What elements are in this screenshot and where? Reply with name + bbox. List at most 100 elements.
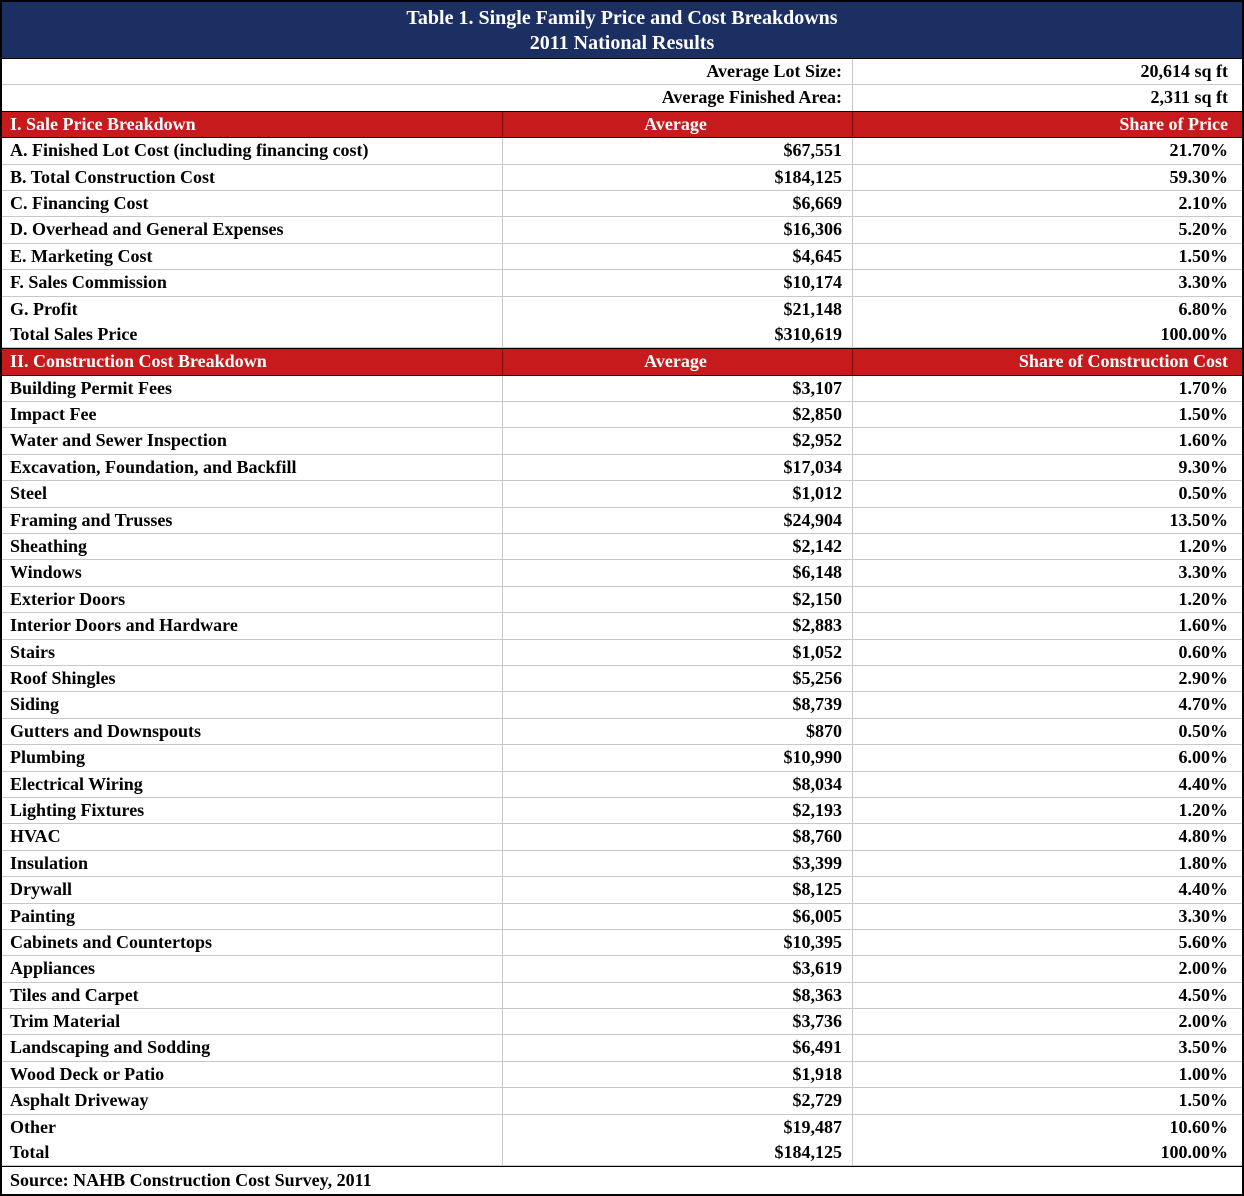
section1-row-4-share: 1.50% <box>852 244 1242 269</box>
section1-header: I. Sale Price Breakdown Average Share of… <box>2 111 1242 138</box>
section2-row-21-avg: $10,395 <box>502 930 852 955</box>
section2-heading: II. Construction Cost Breakdown <box>2 349 502 374</box>
section2-row-10: Stairs$1,0520.60% <box>2 640 1242 666</box>
section1-row-6-avg: $21,148 <box>502 297 852 322</box>
section2-row-9: Interior Doors and Hardware$2,8831.60% <box>2 613 1242 639</box>
section1-row-1-avg: $184,125 <box>502 165 852 190</box>
section1-row-0-label: A. Finished Lot Cost (including financin… <box>2 138 502 163</box>
section2-row-17-share: 4.80% <box>852 824 1242 849</box>
section2-row-7-avg: $6,148 <box>502 560 852 585</box>
section2-col-average: Average <box>502 349 852 374</box>
section2-row-12: Siding$8,7394.70% <box>2 692 1242 718</box>
section2-row-25-label: Landscaping and Sodding <box>2 1035 502 1060</box>
section2-total-row: Total $184,125 100.00% <box>2 1140 1242 1166</box>
section2-row-7-label: Windows <box>2 560 502 585</box>
section1-row-4-label: E. Marketing Cost <box>2 244 502 269</box>
info-label: Average Finished Area: <box>502 85 852 110</box>
section2-row-9-avg: $2,883 <box>502 613 852 638</box>
section1-rows: A. Finished Lot Cost (including financin… <box>2 138 1242 322</box>
section1-total-row: Total Sales Price $310,619 100.00% <box>2 322 1242 348</box>
section2-row-27-label: Asphalt Driveway <box>2 1088 502 1113</box>
section2-row-23-label: Tiles and Carpet <box>2 983 502 1008</box>
section2-row-18: Insulation$3,3991.80% <box>2 851 1242 877</box>
section2-row-11: Roof Shingles$5,2562.90% <box>2 666 1242 692</box>
section2-row-20-label: Painting <box>2 904 502 929</box>
section1-row-5-label: F. Sales Commission <box>2 270 502 295</box>
source-note: Source: NAHB Construction Cost Survey, 2… <box>2 1166 1242 1194</box>
section2-row-25: Landscaping and Sodding$6,4913.50% <box>2 1035 1242 1061</box>
section2-row-14-avg: $10,990 <box>502 745 852 770</box>
section1-row-1: B. Total Construction Cost$184,12559.30% <box>2 165 1242 191</box>
section2-row-17: HVAC$8,7604.80% <box>2 824 1242 850</box>
section2-row-16: Lighting Fixtures$2,1931.20% <box>2 798 1242 824</box>
section2-row-15: Electrical Wiring$8,0344.40% <box>2 772 1242 798</box>
section2-row-15-avg: $8,034 <box>502 772 852 797</box>
section2-row-17-avg: $8,760 <box>502 824 852 849</box>
section2-row-4-avg: $1,012 <box>502 481 852 506</box>
section2-row-13-label: Gutters and Downspouts <box>2 719 502 744</box>
info-row-1: Average Finished Area:2,311 sq ft <box>2 85 1242 110</box>
section2-row-28-avg: $19,487 <box>502 1115 852 1140</box>
section2-row-24-avg: $3,736 <box>502 1009 852 1034</box>
section1-row-3-label: D. Overhead and General Expenses <box>2 217 502 242</box>
section2-row-1-label: Impact Fee <box>2 402 502 427</box>
section1-row-6: G. Profit$21,1486.80% <box>2 297 1242 322</box>
cost-breakdown-table: Table 1. Single Family Price and Cost Br… <box>0 0 1244 1196</box>
section2-row-9-share: 1.60% <box>852 613 1242 638</box>
info-label: Average Lot Size: <box>502 59 852 84</box>
section2-row-23: Tiles and Carpet$8,3634.50% <box>2 983 1242 1009</box>
section2-row-8-share: 1.20% <box>852 587 1242 612</box>
section1-row-0-share: 21.70% <box>852 138 1242 163</box>
section2-row-28: Other$19,48710.60% <box>2 1115 1242 1140</box>
section1-row-5-avg: $10,174 <box>502 270 852 295</box>
section1-total-share: 100.00% <box>852 322 1242 347</box>
section2-row-27: Asphalt Driveway$2,7291.50% <box>2 1088 1242 1114</box>
section2-row-10-share: 0.60% <box>852 640 1242 665</box>
section2-row-4: Steel$1,0120.50% <box>2 481 1242 507</box>
section2-row-14: Plumbing$10,9906.00% <box>2 745 1242 771</box>
info-rows: Average Lot Size:20,614 sq ft Average Fi… <box>2 59 1242 111</box>
section1-col-share: Share of Price <box>852 112 1242 137</box>
section2-col-share: Share of Construction Cost <box>852 349 1242 374</box>
section1-row-6-share: 6.80% <box>852 297 1242 322</box>
section2-row-19: Drywall$8,1254.40% <box>2 877 1242 903</box>
section2-row-15-label: Electrical Wiring <box>2 772 502 797</box>
section2-row-0-avg: $3,107 <box>502 376 852 401</box>
section2-header: II. Construction Cost Breakdown Average … <box>2 348 1242 375</box>
section2-row-8-avg: $2,150 <box>502 587 852 612</box>
section2-row-5: Framing and Trusses$24,90413.50% <box>2 508 1242 534</box>
section2-row-0-label: Building Permit Fees <box>2 376 502 401</box>
section2-row-12-avg: $8,739 <box>502 692 852 717</box>
section2-rows: Building Permit Fees$3,1071.70%Impact Fe… <box>2 376 1242 1140</box>
section1-row-0-avg: $67,551 <box>502 138 852 163</box>
section2-row-22-avg: $3,619 <box>502 956 852 981</box>
section1-row-1-share: 59.30% <box>852 165 1242 190</box>
section1-row-3-share: 5.20% <box>852 217 1242 242</box>
section2-row-8-label: Exterior Doors <box>2 587 502 612</box>
info-value: 20,614 sq ft <box>852 59 1242 84</box>
section2-row-19-avg: $8,125 <box>502 877 852 902</box>
section2-row-9-label: Interior Doors and Hardware <box>2 613 502 638</box>
title-line-2: 2011 National Results <box>2 31 1242 56</box>
section2-row-23-avg: $8,363 <box>502 983 852 1008</box>
section1-row-5-share: 3.30% <box>852 270 1242 295</box>
section2-row-1: Impact Fee$2,8501.50% <box>2 402 1242 428</box>
section2-row-22: Appliances$3,6192.00% <box>2 956 1242 982</box>
section2-row-19-share: 4.40% <box>852 877 1242 902</box>
section1-row-3-avg: $16,306 <box>502 217 852 242</box>
section2-row-18-label: Insulation <box>2 851 502 876</box>
section2-row-2-avg: $2,952 <box>502 428 852 453</box>
section2-row-21-share: 5.60% <box>852 930 1242 955</box>
section2-row-16-share: 1.20% <box>852 798 1242 823</box>
section2-row-16-label: Lighting Fixtures <box>2 798 502 823</box>
info-row-0: Average Lot Size:20,614 sq ft <box>2 59 1242 85</box>
table-title: Table 1. Single Family Price and Cost Br… <box>2 2 1242 59</box>
section2-row-26-avg: $1,918 <box>502 1062 852 1087</box>
section1-row-2: C. Financing Cost$6,6692.10% <box>2 191 1242 217</box>
section2-row-26: Wood Deck or Patio$1,9181.00% <box>2 1062 1242 1088</box>
section2-row-10-avg: $1,052 <box>502 640 852 665</box>
section2-row-6: Sheathing$2,1421.20% <box>2 534 1242 560</box>
section1-row-4: E. Marketing Cost$4,6451.50% <box>2 244 1242 270</box>
section2-row-3-avg: $17,034 <box>502 455 852 480</box>
section2-row-2: Water and Sewer Inspection$2,9521.60% <box>2 428 1242 454</box>
